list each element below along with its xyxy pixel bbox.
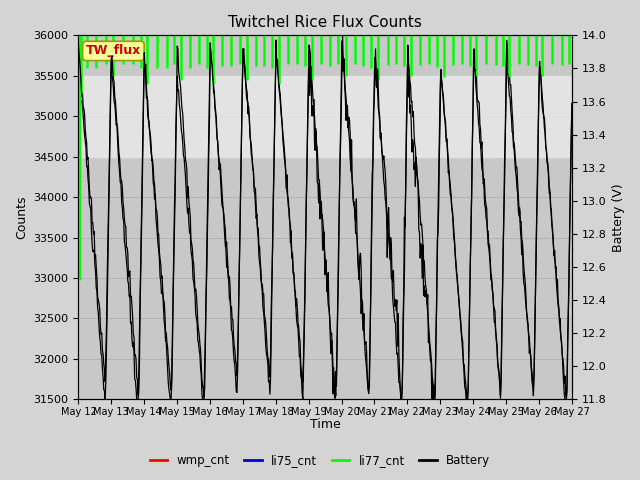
Bar (79, 76, 572, 156)
Title: Twitchel Rice Flux Counts: Twitchel Rice Flux Counts (228, 15, 422, 30)
Text: TW_flux: TW_flux (86, 45, 141, 58)
Y-axis label: Counts: Counts (15, 196, 28, 239)
Legend: wmp_cnt, li75_cnt, li77_cnt, Battery: wmp_cnt, li75_cnt, li77_cnt, Battery (145, 449, 495, 472)
Y-axis label: Battery (V): Battery (V) (612, 183, 625, 252)
X-axis label: Time: Time (310, 419, 340, 432)
